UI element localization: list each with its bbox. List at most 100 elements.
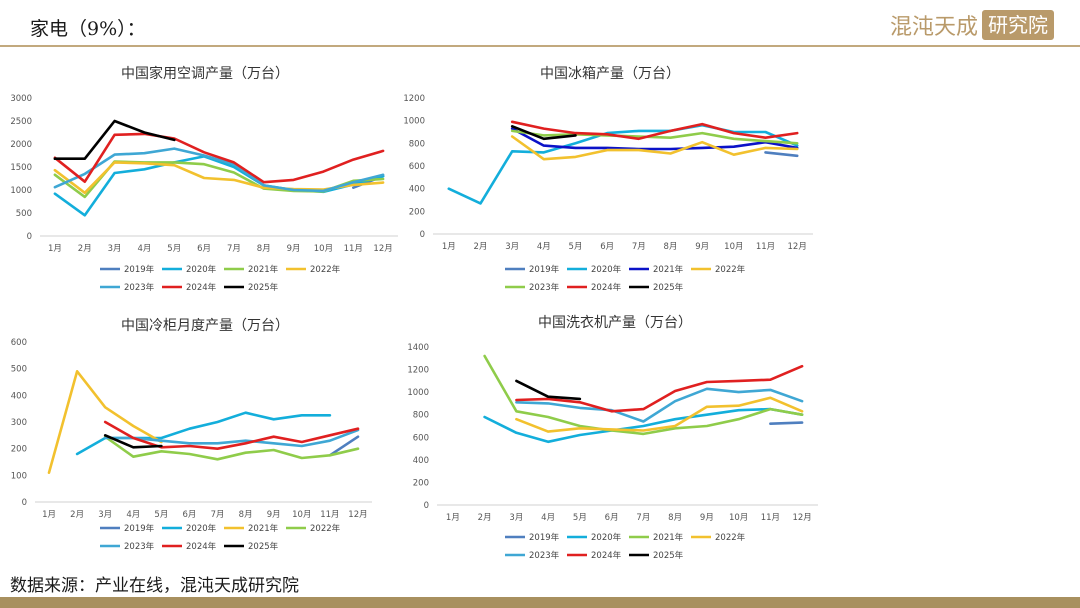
x-tick-label: 3月 (98, 510, 112, 520)
y-tick-label: 800 (413, 411, 429, 421)
legend-label: 2022年 (310, 523, 341, 534)
x-tick-label: 9月 (695, 242, 709, 252)
series-line-2019年 (328, 435, 360, 457)
x-tick-label: 2月 (478, 513, 492, 523)
y-tick-label: 200 (413, 478, 429, 488)
x-tick-label: 8月 (239, 510, 253, 520)
x-tick-label: 2月 (474, 242, 488, 252)
y-tick-label: 1000 (10, 186, 32, 196)
chart-title: 中国家用空调产量（万台） (121, 65, 289, 82)
header-divider (0, 45, 1080, 47)
x-tick-label: 12月 (792, 513, 811, 523)
y-tick-label: 100 (11, 471, 27, 481)
series-line-2023年 (53, 147, 385, 193)
y-tick-label: 200 (409, 207, 425, 217)
legend-label: 2019年 (124, 523, 155, 534)
y-tick-label: 0 (420, 230, 425, 240)
y-tick-label: 400 (11, 391, 27, 401)
y-tick-label: 400 (413, 456, 429, 466)
chart-panel-1: 中国家用空调产量（万台） 0 500 1000 1500 2000 2500 3000 1月 2月… (10, 65, 398, 293)
y-tick-label: 0 (22, 498, 27, 508)
legend-label: 2020年 (186, 523, 217, 534)
legend-label: 2022年 (310, 264, 341, 275)
x-tick-label: 5月 (569, 242, 583, 252)
series-line-2024年 (510, 120, 799, 141)
x-tick-label: 6月 (182, 510, 196, 520)
series-line-2022年 (510, 135, 799, 161)
y-tick-label: 600 (409, 162, 425, 172)
series-line-2024年 (53, 132, 385, 184)
y-tick-label: 2500 (10, 117, 32, 127)
x-tick-label: 5月 (154, 510, 168, 520)
y-tick-label: 400 (409, 185, 425, 195)
x-tick-label: 11月 (761, 513, 780, 523)
legend-label: 2021年 (653, 264, 684, 275)
x-tick-label: 12月 (373, 244, 392, 254)
x-tick-label: 1月 (446, 513, 460, 523)
y-tick-label: 1000 (407, 388, 429, 398)
x-tick-label: 7月 (636, 513, 650, 523)
x-tick-label: 3月 (505, 242, 519, 252)
x-tick-label: 1月 (442, 242, 456, 252)
series-line-2024年 (515, 364, 804, 413)
legend-label: 2024年 (591, 550, 622, 561)
series-line-2023年 (510, 129, 799, 145)
legend-label: 2021年 (653, 532, 684, 543)
x-tick-label: 8月 (664, 242, 678, 252)
y-tick-label: 500 (11, 365, 27, 375)
y-tick-label: 600 (11, 338, 27, 348)
legend-label: 2025年 (653, 550, 684, 561)
x-tick-label: 8月 (668, 513, 682, 523)
y-tick-label: 500 (16, 209, 32, 219)
series-line-2025年 (53, 119, 176, 160)
chart-panel-2: 中国冰箱产量（万台） 0 200 400 600 800 1000 1200 1月 2月 3月 4月 5… (403, 66, 813, 293)
page-title: 家电（9%）： (30, 18, 146, 40)
x-tick-label: 12月 (788, 242, 807, 252)
y-tick-label: 2000 (10, 140, 32, 150)
series-line-2021年 (510, 127, 799, 151)
y-tick-label: 1200 (407, 366, 429, 376)
y-tick-label: 600 (413, 433, 429, 443)
series-line-2024年 (103, 420, 360, 450)
legend-label: 2024年 (591, 282, 622, 293)
x-tick-label: 2月 (70, 510, 84, 520)
legend-label: 2025年 (248, 541, 279, 552)
legend-label: 2019年 (124, 264, 155, 275)
legend-label: 2022年 (715, 264, 746, 275)
y-tick-label: 0 (424, 501, 429, 511)
legend-label: 2021年 (248, 264, 279, 275)
source-note: 数据来源：产业在线，混沌天成研究院 (10, 576, 299, 596)
y-tick-label: 200 (11, 445, 27, 455)
series-line-2022年 (103, 435, 360, 461)
legend-label: 2023年 (529, 282, 560, 293)
series-line-2022年 (515, 396, 804, 433)
series-line-2025年 (103, 434, 163, 449)
series-line-2025年 (515, 379, 582, 401)
series-line-2023年 (103, 428, 360, 448)
y-tick-label: 800 (409, 139, 425, 149)
x-tick-label: 10月 (724, 242, 743, 252)
legend-label: 2023年 (124, 541, 155, 552)
chart-title: 中国冷柜月度产量（万台） (121, 318, 289, 334)
x-tick-label: 10月 (292, 510, 311, 520)
x-tick-label: 4月 (126, 510, 140, 520)
x-tick-label: 1月 (48, 244, 62, 254)
series-line-2023年 (515, 387, 804, 423)
x-tick-label: 7月 (632, 242, 646, 252)
x-tick-label: 3月 (108, 244, 122, 254)
legend-label: 2024年 (186, 541, 217, 552)
series-line-2021年 (47, 370, 163, 474)
legend-label: 2023年 (529, 550, 560, 561)
y-tick-label: 300 (11, 418, 27, 428)
y-tick-label: 1400 (407, 343, 429, 353)
x-tick-label: 7月 (211, 510, 225, 520)
series-line-2020年 (53, 155, 385, 217)
chart-title: 中国冰箱产量（万台） (540, 66, 680, 82)
series-line-2021年 (483, 354, 804, 436)
x-tick-label: 5月 (167, 244, 181, 254)
legend-label: 2020年 (186, 264, 217, 275)
x-tick-label: 2月 (78, 244, 92, 254)
series-line-2019年 (769, 421, 804, 425)
x-tick-label: 5月 (573, 513, 587, 523)
